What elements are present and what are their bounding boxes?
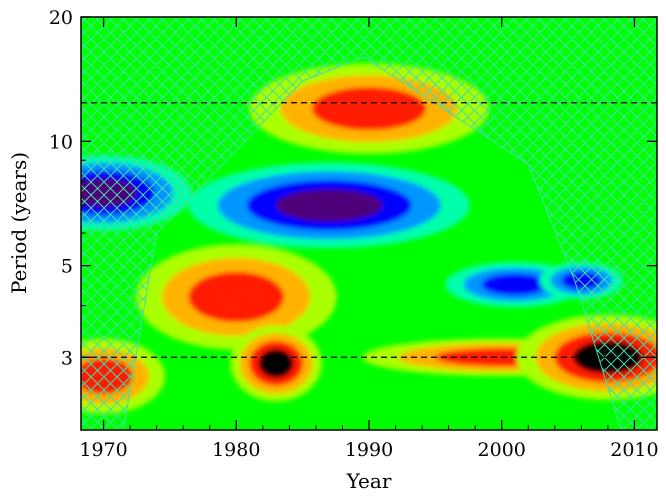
plot-area	[81, 17, 657, 430]
y-tick-label-5: 5	[61, 256, 73, 278]
x-tick-label-1990: 1990	[345, 439, 393, 461]
x-tick-label-1980: 1980	[212, 439, 260, 461]
power-contour-8-3	[481, 273, 549, 296]
y-tick-label-20: 20	[49, 7, 73, 29]
power-contour-4-4	[258, 349, 294, 378]
x-tick-label-2010: 2010	[610, 439, 658, 461]
y-tick-label-10: 10	[49, 131, 73, 153]
y-tick-label-3: 3	[61, 347, 73, 369]
x-axis-title: Year	[346, 469, 392, 493]
x-axis: 1970 1980 1990 2000 2010	[79, 17, 659, 461]
x-tick-label-1970: 1970	[79, 439, 127, 461]
power-contour-1-4	[276, 189, 383, 222]
reference-lines	[81, 102, 657, 358]
power-contour-3-3	[188, 271, 285, 323]
y-axis: 3 5 10 20	[49, 7, 657, 431]
y-axis-title: Period (years)	[7, 152, 31, 294]
power-contour-0-3	[311, 87, 427, 131]
cone-of-influence-hatch	[81, 17, 657, 430]
x-tick-label-2000: 2000	[478, 439, 526, 461]
